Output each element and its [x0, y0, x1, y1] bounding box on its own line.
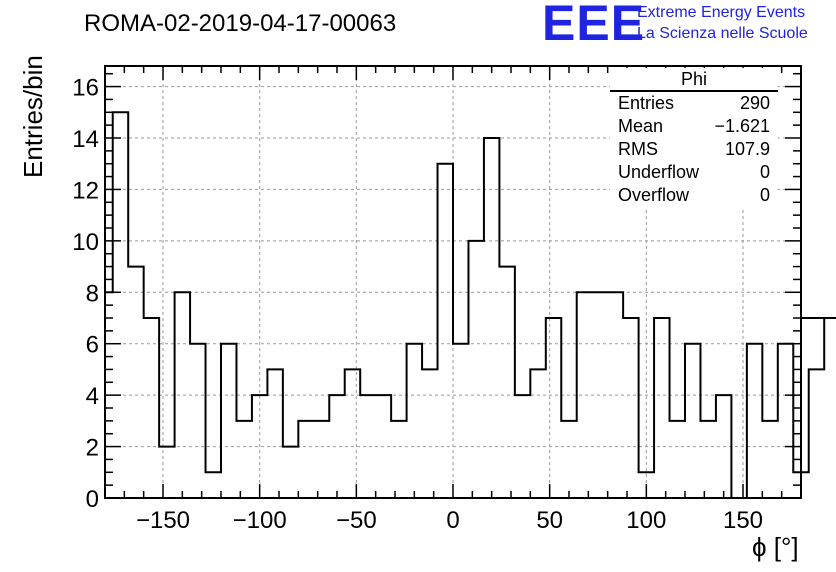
y-tick-label: 0 [86, 486, 99, 513]
x-tick-label: −100 [233, 507, 287, 534]
y-tick-label: 12 [72, 177, 99, 204]
stats-value: 0 [759, 185, 770, 205]
x-tick-label: 50 [536, 507, 563, 534]
axis-ticks [105, 66, 802, 499]
x-tick-label: 0 [446, 507, 459, 534]
eee-logo: EEE [542, 0, 646, 51]
stats-value: 0 [759, 162, 770, 182]
stats-label: RMS [618, 139, 658, 159]
y-tick-labels: 0 2 4 6 8 10 12 14 16 [72, 75, 99, 513]
stats-row-entries: Entries 290 [610, 92, 778, 115]
x-tick-label: 150 [723, 507, 763, 534]
stats-row-overflow: Overflow 0 [610, 184, 778, 207]
y-tick-label: 4 [86, 383, 99, 410]
stats-row-underflow: Underflow 0 [610, 161, 778, 184]
stats-box: Phi Entries 290 Mean −1.621 RMS 107.9 Un… [610, 68, 778, 207]
y-tick-label: 8 [86, 280, 99, 307]
x-tick-labels: −150 −100 −50 0 50 100 150 [136, 507, 763, 534]
x-axis-label: ϕ [°] [752, 532, 799, 562]
plot-frame [104, 65, 802, 499]
stats-label: Entries [618, 93, 675, 113]
histogram-line [104, 111, 836, 499]
y-axis-label: Entries/bin [18, 55, 48, 178]
stats-title: Phi [610, 68, 778, 92]
stats-row-rms: RMS 107.9 [610, 138, 778, 161]
run-title: ROMA-02-2019-04-17-00063 [84, 10, 397, 37]
x-tick-label: 100 [626, 507, 666, 534]
y-tick-label: 2 [86, 435, 99, 462]
stats-value: 107.9 [724, 139, 770, 159]
y-tick-label: 6 [86, 332, 99, 359]
y-tick-label: 10 [72, 229, 99, 256]
logo-text-line-1: Extreme Energy Events [637, 4, 806, 21]
stats-label: Overflow [618, 185, 690, 205]
x-tick-label: −150 [136, 507, 190, 534]
stats-label: Mean [618, 116, 664, 136]
stats-row-mean: Mean −1.621 [610, 115, 778, 138]
logo-text-line-2: La Scienza nelle Scuole [637, 25, 808, 42]
stats-value: 290 [739, 93, 770, 113]
stats-value: −1.621 [714, 116, 770, 136]
x-tick-label: −50 [336, 507, 377, 534]
stats-label: Underflow [618, 162, 700, 182]
y-tick-label: 16 [72, 75, 99, 102]
y-tick-label: 14 [72, 126, 99, 153]
